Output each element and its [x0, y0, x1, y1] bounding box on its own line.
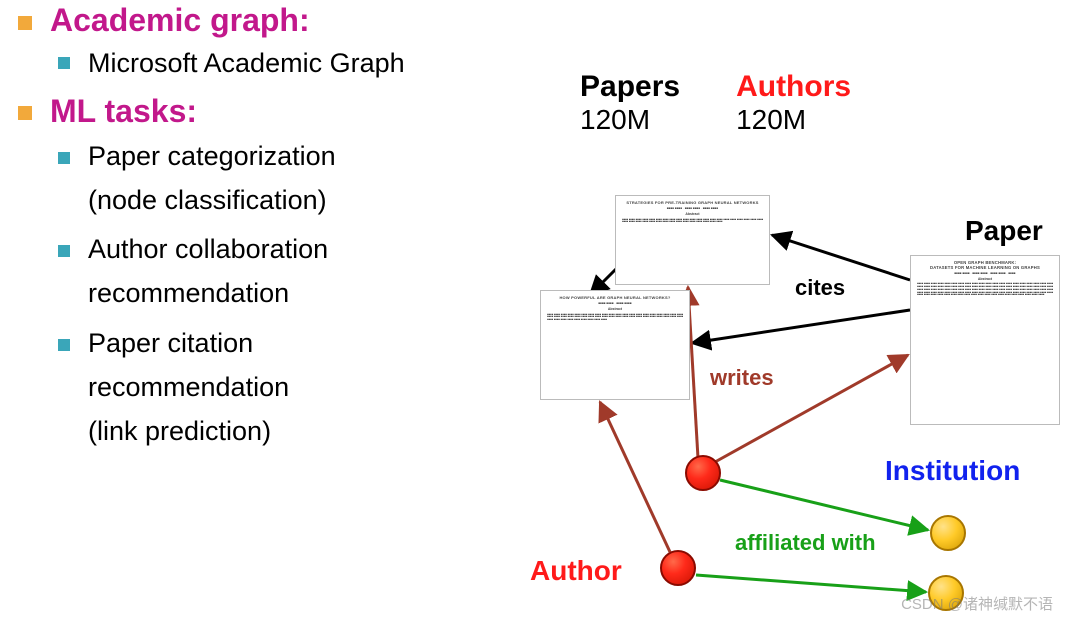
papers-value: 120M [580, 104, 680, 136]
task2-main: Author collaboration [88, 231, 328, 269]
bullet-square-teal [58, 152, 70, 164]
section1-title: Academic graph: [50, 2, 310, 39]
left-column: Academic graph: Microsoft Academic Graph… [18, 2, 478, 454]
author-node [660, 550, 696, 586]
section2-title: ML tasks: [50, 93, 197, 130]
bullet-square-teal [58, 339, 70, 351]
authors-value: 120M [736, 104, 851, 136]
task-row: Paper citation recommendation (link pred… [58, 325, 478, 450]
bullet-square-teal [58, 57, 70, 69]
papers-label: Papers [580, 70, 680, 104]
stat-authors: Authors 120M [736, 70, 851, 136]
graph-diagram: Strategies for Pre-training Graph Neural… [510, 180, 1065, 620]
author-node [685, 455, 721, 491]
bullet-square-orange [18, 106, 32, 120]
cites-edge-label: cites [795, 275, 845, 301]
paper-node: Strategies for Pre-training Graph Neural… [615, 195, 770, 285]
task-row: Author collaboration recommendation [58, 231, 478, 313]
section1-item: Microsoft Academic Graph [88, 45, 405, 83]
task1-sub: (node classification) [88, 182, 336, 220]
paper-node: Open Graph Benchmark:Datasets for Machin… [910, 255, 1060, 425]
section2-heading-row: ML tasks: [18, 93, 478, 130]
paper-node: How Powerful are Graph Neural Networks? … [540, 290, 690, 400]
bullet-square-orange [18, 16, 32, 30]
affiliated-edge-label: affiliated with [735, 530, 876, 556]
author-label: Author [530, 555, 622, 587]
watermark: CSDN @诸神缄默不语 [901, 593, 1053, 614]
stat-papers: Papers 120M [580, 70, 680, 136]
task3-sub: (link prediction) [88, 413, 289, 451]
section1-item-row: Microsoft Academic Graph [58, 45, 478, 83]
task2-line2: recommendation [88, 275, 328, 313]
institution-label: Institution [885, 455, 1020, 487]
stats-block: Papers 120M Authors 120M [580, 70, 851, 136]
task1-main: Paper categorization [88, 138, 336, 176]
section1-heading-row: Academic graph: [18, 2, 478, 39]
task-row: Paper categorization (node classificatio… [58, 138, 478, 220]
paper-label: Paper [965, 215, 1043, 247]
bullet-square-teal [58, 245, 70, 257]
authors-label: Authors [736, 70, 851, 104]
task3-main: Paper citation [88, 325, 289, 363]
writes-edge-label: writes [710, 365, 774, 391]
institution-node [930, 515, 966, 551]
task3-line2: recommendation [88, 369, 289, 407]
